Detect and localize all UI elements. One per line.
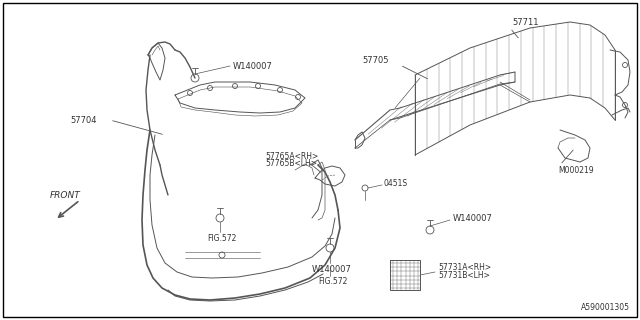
Text: FIG.572: FIG.572 [318,277,348,286]
Text: FIG.572: FIG.572 [207,234,236,243]
Text: W140007: W140007 [312,266,352,275]
Text: W140007: W140007 [453,213,493,222]
Text: 57731B<LH>: 57731B<LH> [438,270,490,279]
Text: 57705: 57705 [362,55,388,65]
Text: 57711: 57711 [512,18,538,27]
Text: 57765B<LH>: 57765B<LH> [265,158,317,167]
Text: 57765A<RH>: 57765A<RH> [265,151,318,161]
Text: FRONT: FRONT [50,190,81,199]
Text: 57704: 57704 [70,116,97,124]
Text: A590001305: A590001305 [581,303,630,312]
Text: M000219: M000219 [558,165,594,174]
Text: W140007: W140007 [233,61,273,70]
Text: 0451S: 0451S [383,179,407,188]
Text: 57731A<RH>: 57731A<RH> [438,263,491,273]
